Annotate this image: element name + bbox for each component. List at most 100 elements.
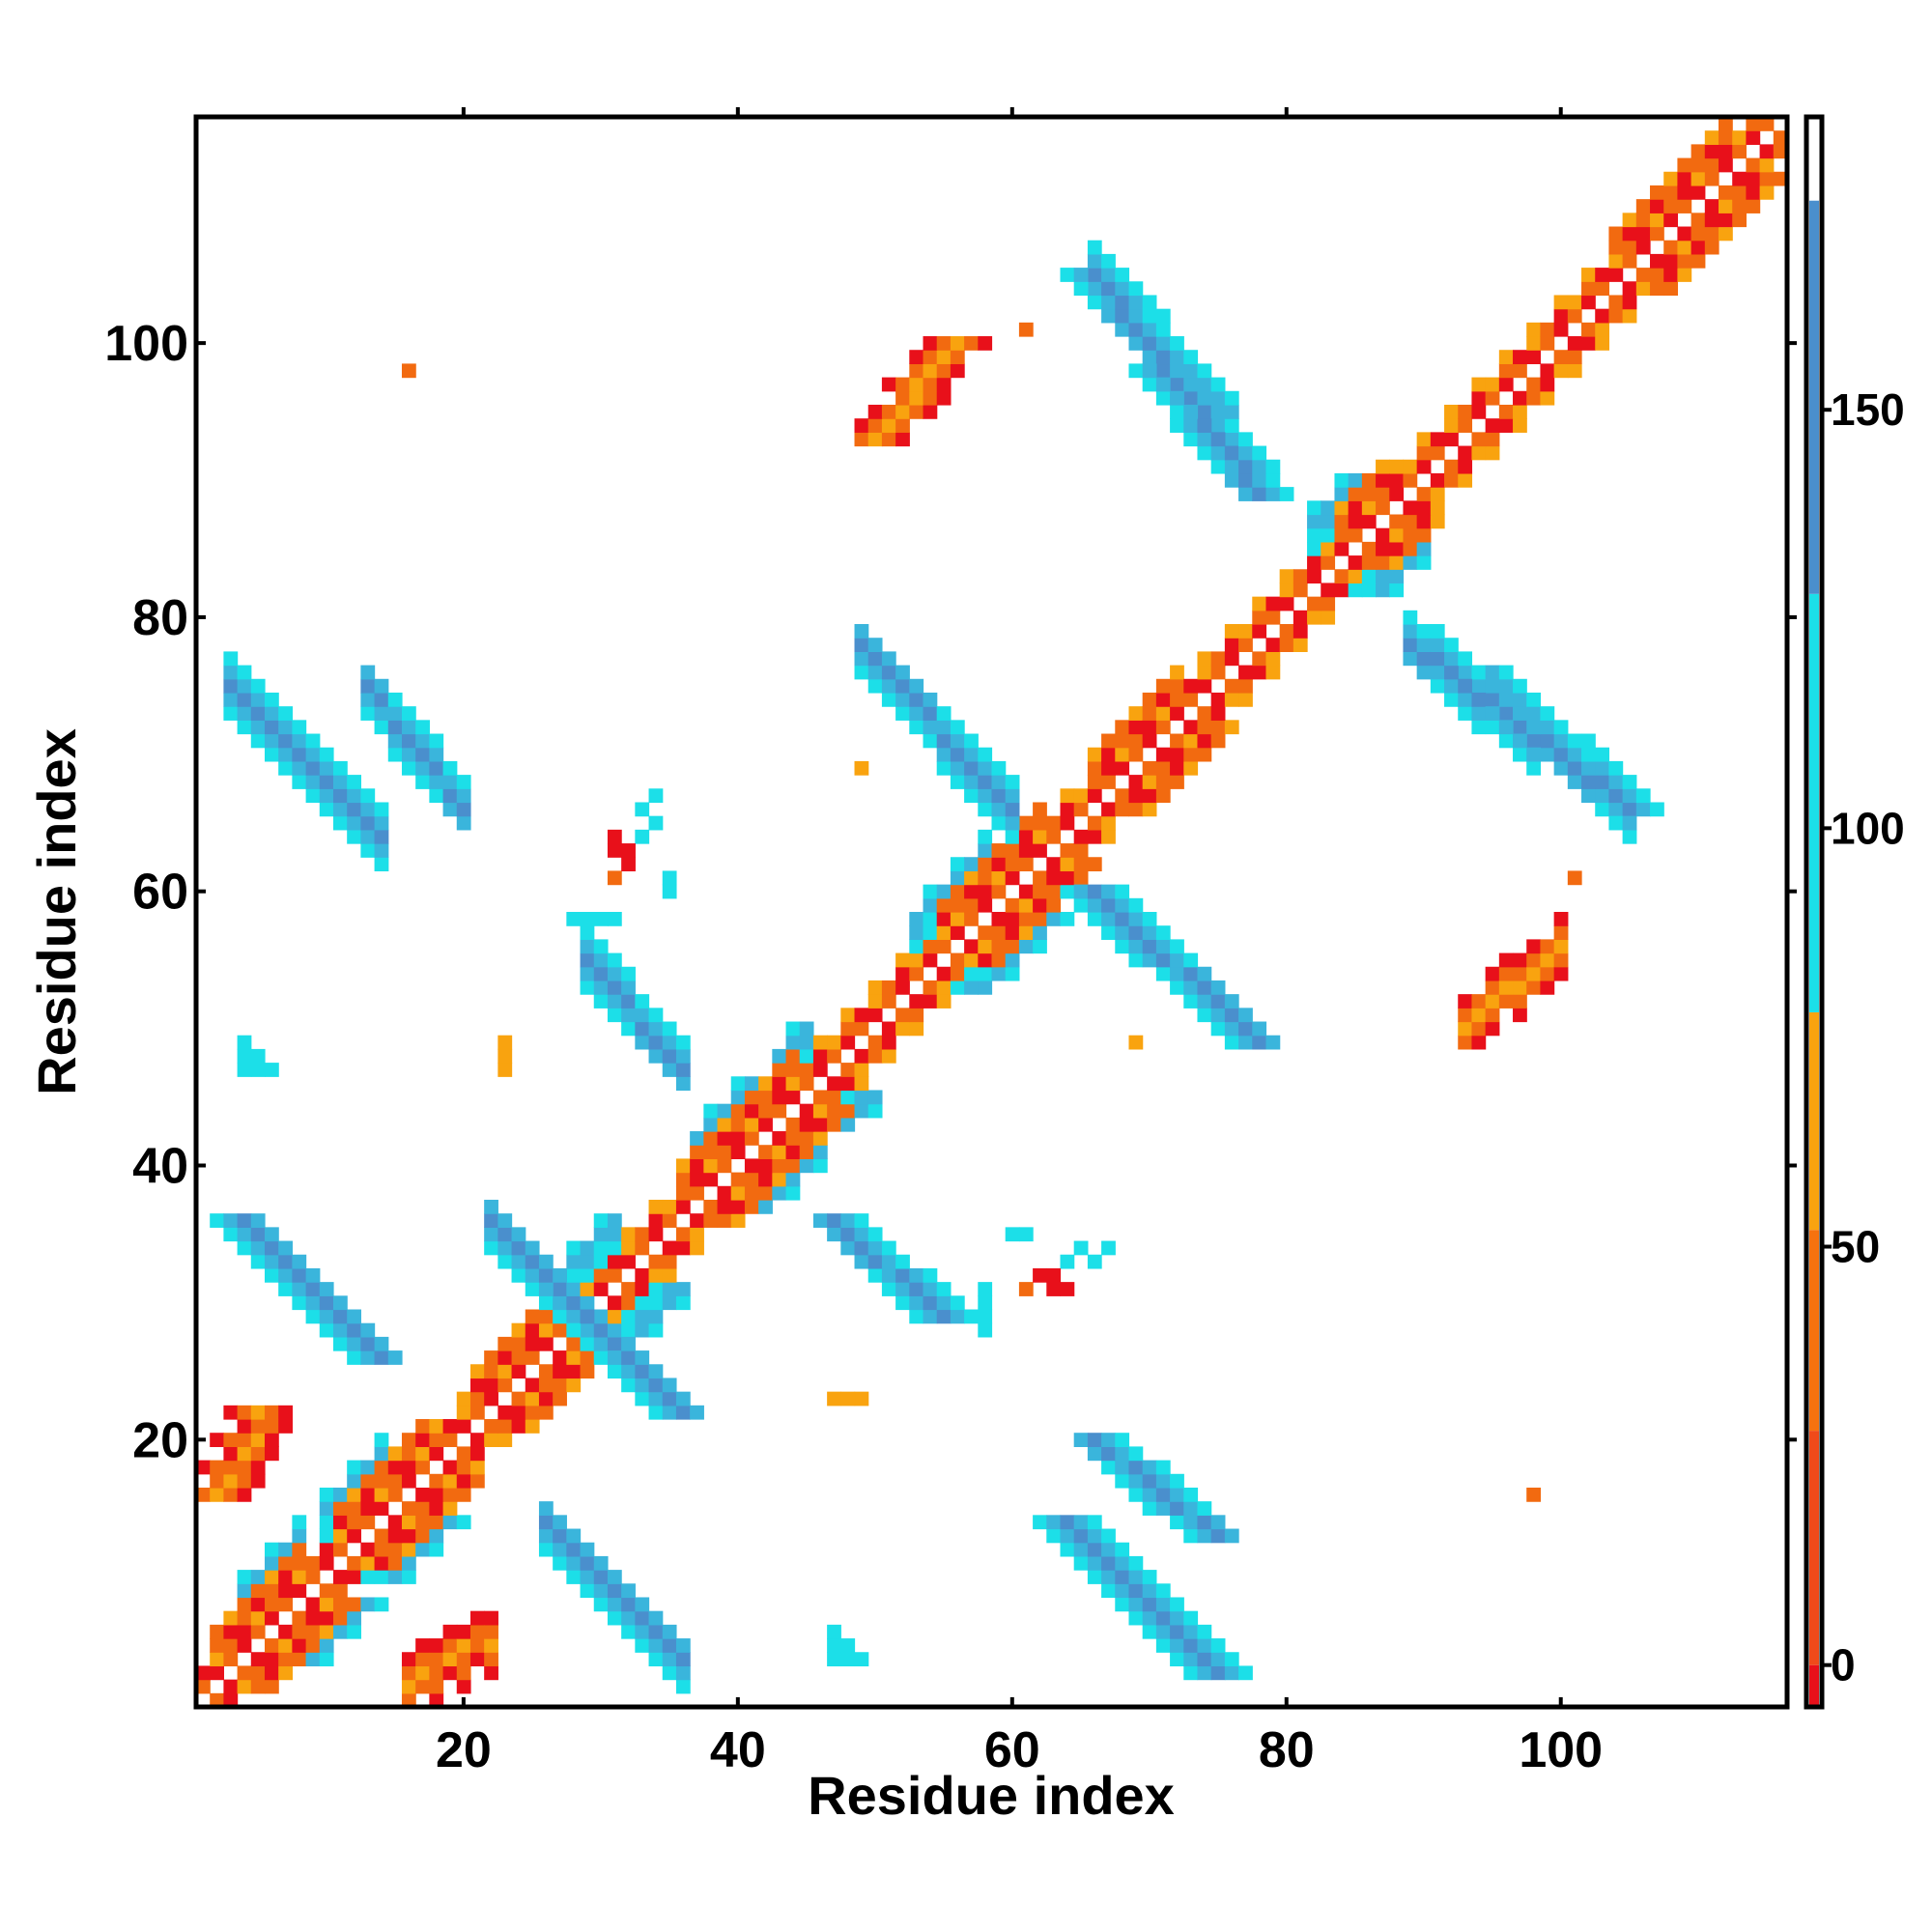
heatmap-cell [401,733,416,749]
heatmap-cell [456,775,471,789]
heatmap-cell [662,1405,677,1420]
heatmap-cell [1224,1528,1239,1544]
heatmap-cell [360,1501,376,1516]
heatmap-cell [1581,268,1596,282]
heatmap-cell [703,1117,719,1132]
heatmap-cell [1101,308,1116,324]
heatmap-cell [1677,199,1692,213]
heatmap-cell [1348,555,1363,570]
heatmap-cell [1581,336,1596,351]
heatmap-cell [1485,980,1500,995]
heatmap-cell [730,1172,746,1187]
heatmap-cell [305,747,321,762]
heatmap-cell [991,760,1007,776]
heatmap-cell [991,775,1007,789]
heatmap-cell [1046,870,1062,886]
heatmap-cell [812,1145,828,1160]
heatmap-cell [1033,884,1047,899]
heatmap-cell [319,1583,334,1599]
heatmap-cell [991,857,1007,872]
heatmap-cell [1650,199,1664,213]
heatmap-cell [1581,747,1596,762]
heatmap-cell [429,1638,444,1653]
heatmap-cell [1210,390,1226,406]
heatmap-cell [1073,829,1089,844]
heatmap-cell [662,1267,677,1283]
heatmap-cell [1128,1597,1144,1612]
heatmap-cell [1677,268,1692,282]
heatmap-cell [456,1487,471,1502]
heatmap-cell [1677,185,1692,200]
heatmap-cell [785,1131,801,1146]
heatmap-cell [1595,747,1610,762]
heatmap-cell [785,1158,801,1174]
heatmap-cell [401,747,416,762]
heatmap-cell [484,1227,498,1242]
heatmap-cell [250,720,266,735]
heatmap-cell [1224,1665,1239,1681]
heatmap-cell [292,1555,307,1571]
heatmap-cell [1197,706,1212,721]
heatmap-cell [1087,912,1102,926]
heatmap-cell [332,1583,348,1599]
heatmap-cell [1210,1652,1226,1667]
heatmap-cell [854,1652,869,1667]
heatmap-cell [867,1254,883,1269]
heatmap-cell [442,1487,458,1502]
heatmap-cell [978,1322,993,1338]
heatmap-cell [1033,843,1047,858]
heatmap-cell [867,1240,883,1256]
heatmap-cell [1210,665,1226,680]
heatmap-cell [648,1378,664,1393]
heatmap-cell [250,1583,266,1599]
heatmap-cell [1115,760,1130,776]
heatmap-cell [278,1405,293,1420]
heatmap-cell [1005,775,1020,789]
heatmap-cell [1321,541,1336,556]
heatmap-cell [881,1035,896,1050]
heatmap-cell [1361,569,1377,584]
heatmap-cell [429,1419,444,1434]
heatmap-cell [1498,980,1514,995]
heatmap-cell [1142,692,1157,707]
heatmap-cell [593,1240,609,1256]
heatmap-cell [1155,377,1171,392]
heatmap-cell [360,706,376,721]
heatmap-cell [1526,939,1542,954]
heatmap-cell [867,665,883,680]
heatmap-cell [1005,939,1020,954]
heatmap-cell [936,994,952,1009]
heatmap-cell [1183,1665,1199,1681]
heatmap-cell [1101,747,1116,762]
heatmap-cell [456,1446,471,1462]
heatmap-cell [1224,678,1239,694]
heatmap-cell [566,1555,582,1571]
heatmap-cell [854,1090,869,1105]
heatmap-cell [1183,747,1199,762]
heatmap-cell [648,1638,664,1653]
heatmap-cell [909,1021,924,1037]
heatmap-cell [1087,1446,1102,1462]
heatmap-cell [305,1638,321,1653]
heatmap-cell [1458,418,1473,433]
heatmap-cell [1416,638,1432,652]
heatmap-cell [1458,994,1473,1009]
heatmap-cell [1238,487,1253,501]
heatmap-cell [1376,487,1390,501]
heatmap-cell [799,1021,814,1037]
heatmap-cell [497,1433,513,1447]
heatmap-cell [1087,268,1102,282]
heatmap-cell [1513,706,1527,721]
heatmap-cell [553,1350,567,1365]
heatmap-cell [415,760,430,776]
heatmap-cell [1128,706,1144,721]
heatmap-cell [662,1035,677,1050]
heatmap-cell [991,966,1007,981]
heatmap-cell [250,1665,266,1681]
heatmap-cell [867,432,883,447]
heatmap-cell [662,884,677,899]
heatmap-cell [1622,226,1637,242]
heatmap-cell [401,1665,416,1681]
heatmap-cell [1526,350,1542,365]
